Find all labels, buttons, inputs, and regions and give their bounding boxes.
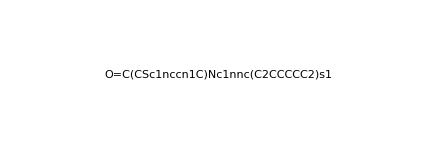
Text: O=C(CSc1nccn1C)Nc1nnc(C2CCCCC2)s1: O=C(CSc1nccn1C)Nc1nnc(C2CCCCC2)s1 xyxy=(105,70,332,80)
